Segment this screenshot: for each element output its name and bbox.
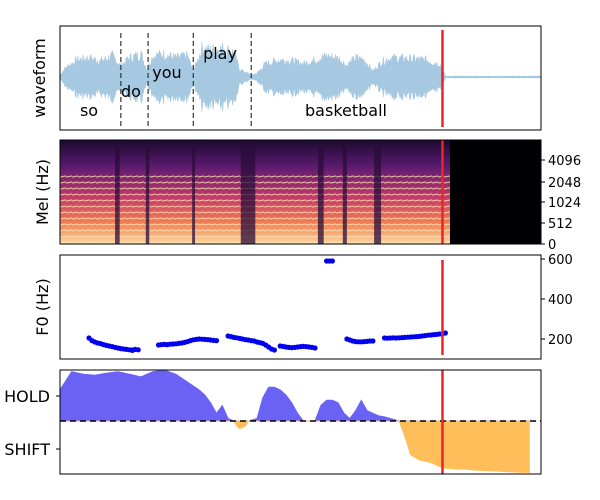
f0-point <box>271 347 277 353</box>
spectrogram-gap-5 <box>317 140 324 244</box>
f0-point <box>329 258 335 264</box>
mel-axes-frame <box>59 139 542 245</box>
waveform-panel: so do you play basketball waveform <box>30 25 542 131</box>
hold-probability-area <box>60 370 530 422</box>
mel-y-ticks: 4096 2048 1024 512 0 <box>541 154 581 253</box>
mel-tick-512: 512 <box>548 217 573 232</box>
mel-ylabel: Mel (Hz) <box>33 159 52 225</box>
hold-tick-label: HOLD <box>4 387 50 406</box>
f0-axes-frame <box>59 254 542 360</box>
spectrogram-gap-7 <box>374 140 382 244</box>
f0-point <box>370 338 376 344</box>
spectrogram-gap-2 <box>145 140 150 244</box>
f0-tick-400: 400 <box>548 293 573 308</box>
shift-probability-area <box>60 420 530 473</box>
word-label-so: so <box>80 101 98 120</box>
waveform-axes-frame <box>59 25 542 131</box>
turn-taking-panel: HOLD SHIFT <box>4 369 542 475</box>
mel-tick-4096: 4096 <box>548 154 581 169</box>
waveform-signal <box>60 41 541 113</box>
f0-point <box>213 338 220 344</box>
spectrogram-silence <box>450 140 541 244</box>
turn-taking-axes-frame <box>59 369 542 475</box>
shift-tick-label: SHIFT <box>4 440 50 459</box>
f0-tick-600: 600 <box>548 253 573 268</box>
f0-y-ticks: 200 400 600 <box>541 253 573 348</box>
word-label-basketball: basketball <box>305 101 387 120</box>
f0-point <box>442 330 448 336</box>
word-label-play: play <box>203 44 237 63</box>
mel-tick-2048: 2048 <box>548 176 581 191</box>
word-label-do: do <box>121 82 141 101</box>
mel-tick-1024: 1024 <box>548 196 581 211</box>
spectrogram-gap-6 <box>342 140 347 244</box>
spectrogram-gap-1 <box>115 140 120 244</box>
word-label-you: you <box>152 63 181 82</box>
f0-ylabel: F0 (Hz) <box>33 278 52 335</box>
waveform-ylabel: waveform <box>30 38 49 118</box>
f0-tick-200: 200 <box>548 333 573 348</box>
mel-tick-0: 0 <box>548 238 556 253</box>
mel-spectrogram-panel: 4096 2048 1024 512 0 Mel (Hz) <box>33 139 581 253</box>
spectrogram-gap-4 <box>240 140 256 244</box>
f0-point <box>135 347 141 353</box>
spectrogram-gap-3 <box>192 140 196 244</box>
f0-point <box>312 345 318 351</box>
f0-panel: 200 400 600 F0 (Hz) <box>33 253 573 360</box>
